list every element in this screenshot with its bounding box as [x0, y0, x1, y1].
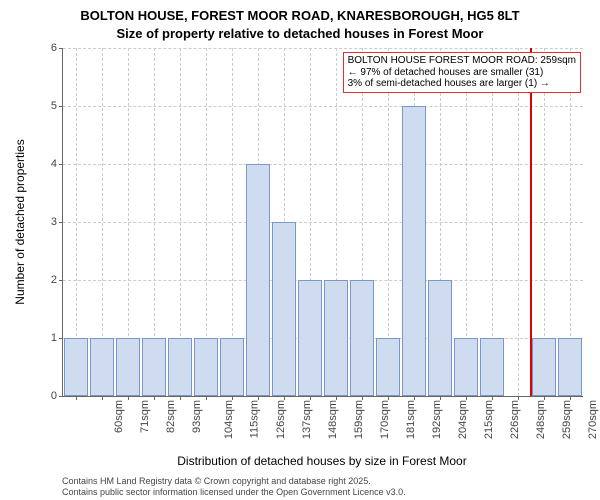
ytick-label: 2: [51, 274, 57, 286]
bar: [168, 338, 192, 396]
xtick-label: 159sqm: [353, 400, 365, 439]
bar: [532, 338, 556, 396]
ytick-label: 3: [51, 216, 57, 228]
bar: [428, 280, 452, 396]
xtick-label: 71sqm: [139, 400, 151, 433]
bar: [142, 338, 166, 396]
gridline-v: [518, 48, 519, 396]
chart-title-1: BOLTON HOUSE, FOREST MOOR ROAD, KNARESBO…: [0, 8, 600, 23]
xtick-label: 204sqm: [457, 400, 469, 439]
footer-line: Contains public sector information licen…: [62, 487, 406, 498]
bar: [246, 164, 270, 396]
gridline-h: [63, 106, 583, 107]
annotation-line: 3% of semi-detached houses are larger (1…: [348, 78, 576, 90]
bar: [558, 338, 582, 396]
bar: [194, 338, 218, 396]
ytick-label: 6: [51, 42, 57, 54]
bar: [350, 280, 374, 396]
xtick-label: 126sqm: [275, 400, 287, 439]
bar: [272, 222, 296, 396]
gridline-h: [63, 222, 583, 223]
gridline-h: [63, 48, 583, 49]
footer-line: Contains HM Land Registry data © Crown c…: [62, 476, 406, 487]
bar: [64, 338, 88, 396]
footer-attribution: Contains HM Land Registry data © Crown c…: [62, 476, 406, 499]
y-axis-label: Number of detached properties: [13, 48, 27, 396]
gridline-h: [63, 280, 583, 281]
x-axis-label: Distribution of detached houses by size …: [62, 454, 582, 468]
xtick-label: 215sqm: [483, 400, 495, 439]
plot-area: 012345660sqm71sqm82sqm93sqm104sqm115sqm1…: [62, 48, 583, 397]
xtick-label: 270sqm: [587, 400, 599, 439]
ytick-label: 5: [51, 100, 57, 112]
bar: [298, 280, 322, 396]
annotation-line: ← 97% of detached houses are smaller (31…: [348, 67, 576, 79]
xtick-label: 93sqm: [191, 400, 203, 433]
xtick-label: 192sqm: [431, 400, 443, 439]
bar: [324, 280, 348, 396]
bar: [90, 338, 114, 396]
bar: [480, 338, 504, 396]
xtick-label: 82sqm: [165, 400, 177, 433]
xtick-label: 170sqm: [379, 400, 391, 439]
gridline-h: [63, 338, 583, 339]
ytick-label: 4: [51, 158, 57, 170]
xtick-label: 148sqm: [327, 400, 339, 439]
xtick-label: 248sqm: [535, 400, 547, 439]
annotation-line: BOLTON HOUSE FOREST MOOR ROAD: 259sqm: [348, 55, 576, 67]
ytick-label: 0: [51, 390, 57, 402]
ytick-label: 1: [51, 332, 57, 344]
gridline-h: [63, 164, 583, 165]
xtick-label: 115sqm: [248, 400, 260, 438]
chart-container: BOLTON HOUSE, FOREST MOOR ROAD, KNARESBO…: [0, 0, 600, 500]
xtick-label: 60sqm: [113, 400, 125, 433]
xtick-label: 104sqm: [223, 400, 235, 439]
bar: [220, 338, 244, 396]
chart-title-2: Size of property relative to detached ho…: [0, 26, 600, 41]
xtick-label: 181sqm: [405, 400, 417, 439]
annotation-box: BOLTON HOUSE FOREST MOOR ROAD: 259sqm← 9…: [343, 52, 581, 93]
marker-line: [530, 48, 532, 396]
xtick-label: 259sqm: [561, 400, 573, 439]
bar: [116, 338, 140, 396]
bar: [402, 106, 426, 396]
bar: [454, 338, 478, 396]
bar: [376, 338, 400, 396]
xtick-label: 226sqm: [509, 400, 521, 439]
xtick-label: 137sqm: [301, 400, 313, 439]
